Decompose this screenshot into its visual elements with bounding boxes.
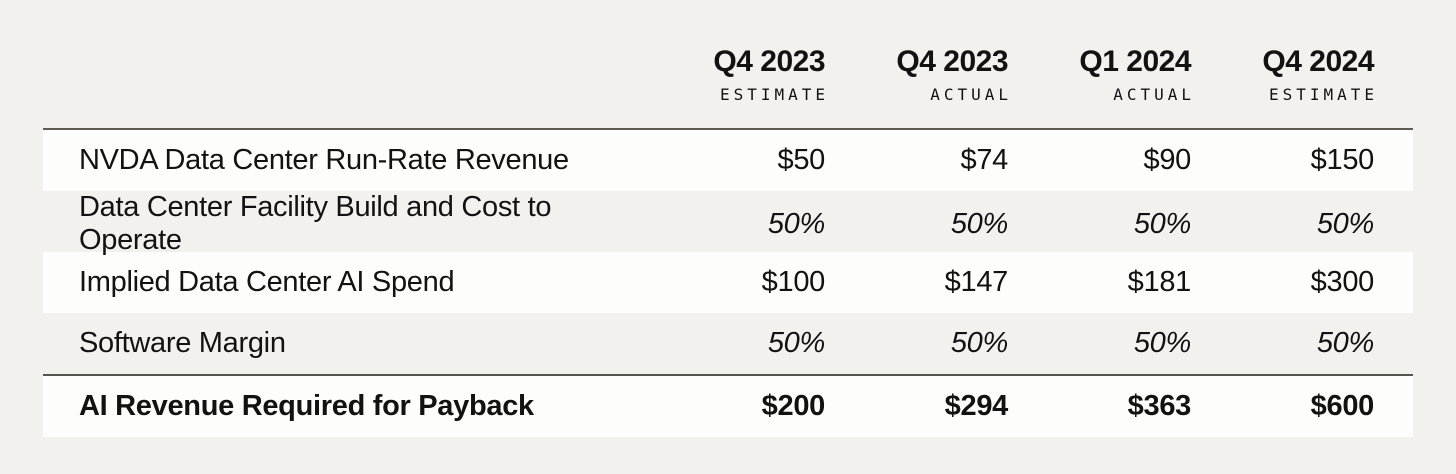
value-cell: $150: [1310, 144, 1375, 176]
qualifier-label: ESTIMATE: [1268, 85, 1378, 104]
table-row-facility-build-cost: Data Center Facility Build and Cost to O…: [43, 191, 1413, 256]
value-cell: 50%: [1316, 327, 1374, 359]
table-row-nvda-run-rate-revenue: NVDA Data Center Run-Rate Revenue $50 $7…: [43, 130, 1413, 191]
table-row-implied-ai-spend: Implied Data Center AI Spend $100 $147 $…: [43, 252, 1413, 313]
column-header-q4-2024-estimate: Q4 2024 ESTIMATE: [1191, 45, 1374, 104]
period-label: Q4 2023: [713, 45, 825, 78]
value-cell: $200: [761, 390, 826, 422]
value-cell: $600: [1310, 390, 1375, 422]
value-cell: 50%: [1133, 207, 1191, 240]
row-label: AI Revenue Required for Payback: [79, 390, 534, 422]
value-cell: $50: [777, 144, 826, 176]
row-label: NVDA Data Center Run-Rate Revenue: [79, 144, 569, 176]
column-header-q4-2023-actual: Q4 2023 ACTUAL: [825, 45, 1008, 104]
qualifier-label: ACTUAL: [1113, 85, 1195, 104]
period-label: Q4 2024: [1262, 45, 1374, 78]
qualifier-label: ACTUAL: [930, 85, 1012, 104]
value-cell: $90: [1143, 144, 1192, 176]
column-header-q1-2024-actual: Q1 2024 ACTUAL: [1008, 45, 1191, 104]
period-label: Q1 2024: [1079, 45, 1191, 78]
value-cell: $363: [1127, 390, 1192, 422]
table-header-row: Q4 2023 ESTIMATE Q4 2023 ACTUAL Q1 2024 …: [43, 0, 1413, 130]
table-row-software-margin: Software Margin 50% 50% 50% 50%: [43, 313, 1413, 374]
value-cell: 50%: [767, 207, 825, 240]
value-cell: 50%: [950, 327, 1008, 359]
row-label: Implied Data Center AI Spend: [79, 266, 455, 298]
table-row-ai-revenue-payback-total: AI Revenue Required for Payback $200 $29…: [43, 374, 1413, 437]
value-cell: $181: [1127, 266, 1192, 298]
value-cell: $100: [761, 266, 826, 298]
value-cell: $147: [944, 266, 1009, 298]
value-cell: $294: [944, 390, 1009, 422]
value-cell: 50%: [1316, 207, 1374, 240]
row-label: Software Margin: [79, 327, 286, 359]
period-label: Q4 2023: [896, 45, 1008, 78]
row-label: Data Center Facility Build and Cost to O…: [79, 191, 552, 256]
column-header-q4-2023-estimate: Q4 2023 ESTIMATE: [642, 45, 825, 104]
qualifier-label: ESTIMATE: [719, 85, 829, 104]
value-cell: $74: [960, 144, 1009, 176]
value-cell: $300: [1310, 266, 1375, 298]
value-cell: 50%: [1133, 327, 1191, 359]
value-cell: 50%: [767, 327, 825, 359]
value-cell: 50%: [950, 207, 1008, 240]
payback-analysis-table: Q4 2023 ESTIMATE Q4 2023 ACTUAL Q1 2024 …: [43, 0, 1413, 437]
